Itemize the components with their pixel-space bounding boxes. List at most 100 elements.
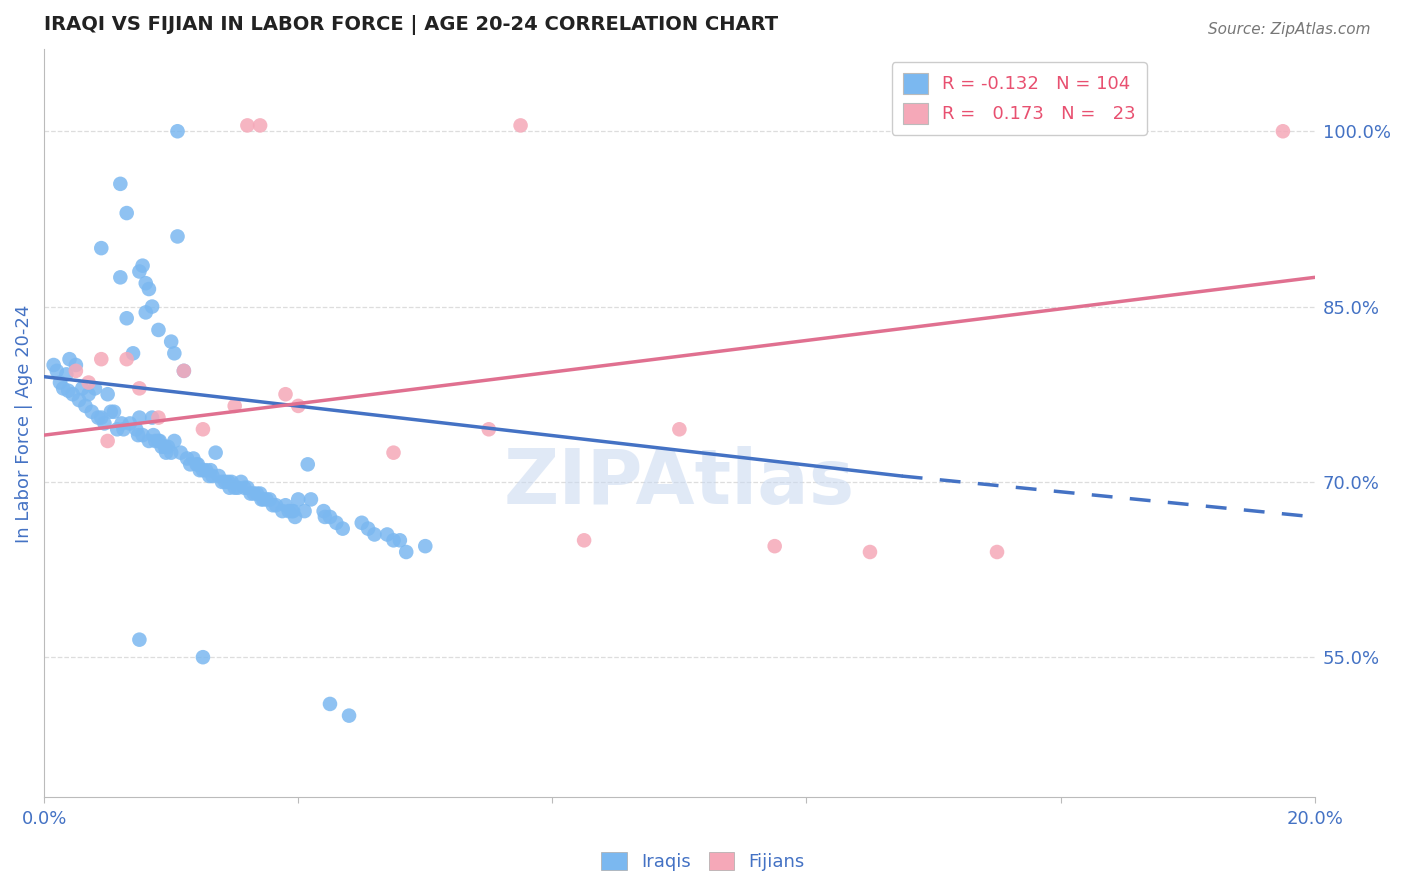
Point bbox=[118, 417, 141, 431]
Point bbox=[115, 206, 138, 220]
Point bbox=[128, 632, 150, 647]
Point bbox=[763, 539, 786, 553]
Point bbox=[112, 422, 135, 436]
Point bbox=[110, 417, 132, 431]
Point bbox=[264, 498, 287, 512]
Point bbox=[67, 393, 90, 408]
Point bbox=[287, 492, 309, 507]
Point bbox=[191, 650, 214, 665]
Point bbox=[274, 498, 297, 512]
Point bbox=[337, 708, 360, 723]
Point bbox=[214, 475, 236, 489]
Point bbox=[188, 463, 211, 477]
Point bbox=[115, 311, 138, 326]
Point bbox=[249, 119, 271, 133]
Point bbox=[153, 440, 176, 454]
Point bbox=[332, 522, 354, 536]
Point bbox=[65, 364, 87, 378]
Point bbox=[160, 445, 183, 459]
Point bbox=[90, 241, 112, 255]
Point bbox=[319, 697, 342, 711]
Point bbox=[156, 440, 179, 454]
Point bbox=[246, 486, 269, 500]
Point bbox=[297, 458, 319, 472]
Point bbox=[350, 516, 373, 530]
Point bbox=[90, 352, 112, 367]
Point bbox=[128, 410, 150, 425]
Point bbox=[166, 124, 188, 138]
Point bbox=[325, 516, 347, 530]
Y-axis label: In Labor Force | Age 20-24: In Labor Force | Age 20-24 bbox=[15, 304, 32, 542]
Point bbox=[274, 387, 297, 401]
Point bbox=[55, 368, 77, 382]
Point bbox=[148, 323, 170, 337]
Point bbox=[141, 410, 163, 425]
Point bbox=[198, 469, 221, 483]
Point bbox=[186, 458, 208, 472]
Text: IRAQI VS FIJIAN IN LABOR FORCE | AGE 20-24 CORRELATION CHART: IRAQI VS FIJIAN IN LABOR FORCE | AGE 20-… bbox=[44, 15, 779, 35]
Point bbox=[135, 276, 157, 290]
Point bbox=[65, 358, 87, 372]
Point bbox=[84, 381, 107, 395]
Point bbox=[242, 486, 264, 500]
Point bbox=[166, 229, 188, 244]
Point bbox=[208, 469, 231, 483]
Point bbox=[395, 545, 418, 559]
Point bbox=[201, 469, 224, 483]
Point bbox=[478, 422, 501, 436]
Point bbox=[100, 405, 122, 419]
Point bbox=[281, 504, 304, 518]
Point bbox=[509, 119, 531, 133]
Text: Source: ZipAtlas.com: Source: ZipAtlas.com bbox=[1208, 22, 1371, 37]
Point bbox=[110, 177, 132, 191]
Point bbox=[179, 458, 201, 472]
Point bbox=[224, 481, 246, 495]
Point bbox=[115, 352, 138, 367]
Point bbox=[211, 475, 233, 489]
Point bbox=[148, 434, 170, 448]
Point bbox=[239, 486, 262, 500]
Point bbox=[195, 463, 218, 477]
Point bbox=[363, 527, 385, 541]
Point bbox=[271, 504, 294, 518]
Point bbox=[183, 451, 205, 466]
Point bbox=[191, 422, 214, 436]
Point bbox=[236, 481, 259, 495]
Point bbox=[42, 358, 65, 372]
Point bbox=[77, 387, 100, 401]
Point bbox=[105, 422, 128, 436]
Point bbox=[277, 504, 299, 518]
Point bbox=[97, 387, 120, 401]
Point bbox=[314, 510, 336, 524]
Point bbox=[218, 481, 240, 495]
Point bbox=[294, 504, 316, 518]
Point bbox=[58, 352, 80, 367]
Point bbox=[176, 451, 198, 466]
Text: ZIPAtlas: ZIPAtlas bbox=[503, 446, 855, 520]
Point bbox=[319, 510, 342, 524]
Point bbox=[191, 463, 214, 477]
Point bbox=[75, 399, 97, 413]
Point bbox=[357, 522, 380, 536]
Point bbox=[149, 434, 172, 448]
Point bbox=[160, 334, 183, 349]
Point bbox=[200, 463, 222, 477]
Point bbox=[259, 492, 281, 507]
Point bbox=[52, 381, 75, 395]
Point bbox=[170, 445, 193, 459]
Point bbox=[93, 417, 115, 431]
Point bbox=[375, 527, 398, 541]
Point bbox=[256, 492, 278, 507]
Point bbox=[249, 486, 271, 500]
Point bbox=[97, 434, 120, 448]
Point bbox=[131, 428, 153, 442]
Point bbox=[217, 475, 239, 489]
Point bbox=[233, 481, 256, 495]
Point bbox=[668, 422, 690, 436]
Point bbox=[138, 282, 160, 296]
Point bbox=[224, 399, 246, 413]
Point bbox=[284, 510, 307, 524]
Point bbox=[90, 410, 112, 425]
Point bbox=[187, 458, 209, 472]
Point bbox=[252, 492, 274, 507]
